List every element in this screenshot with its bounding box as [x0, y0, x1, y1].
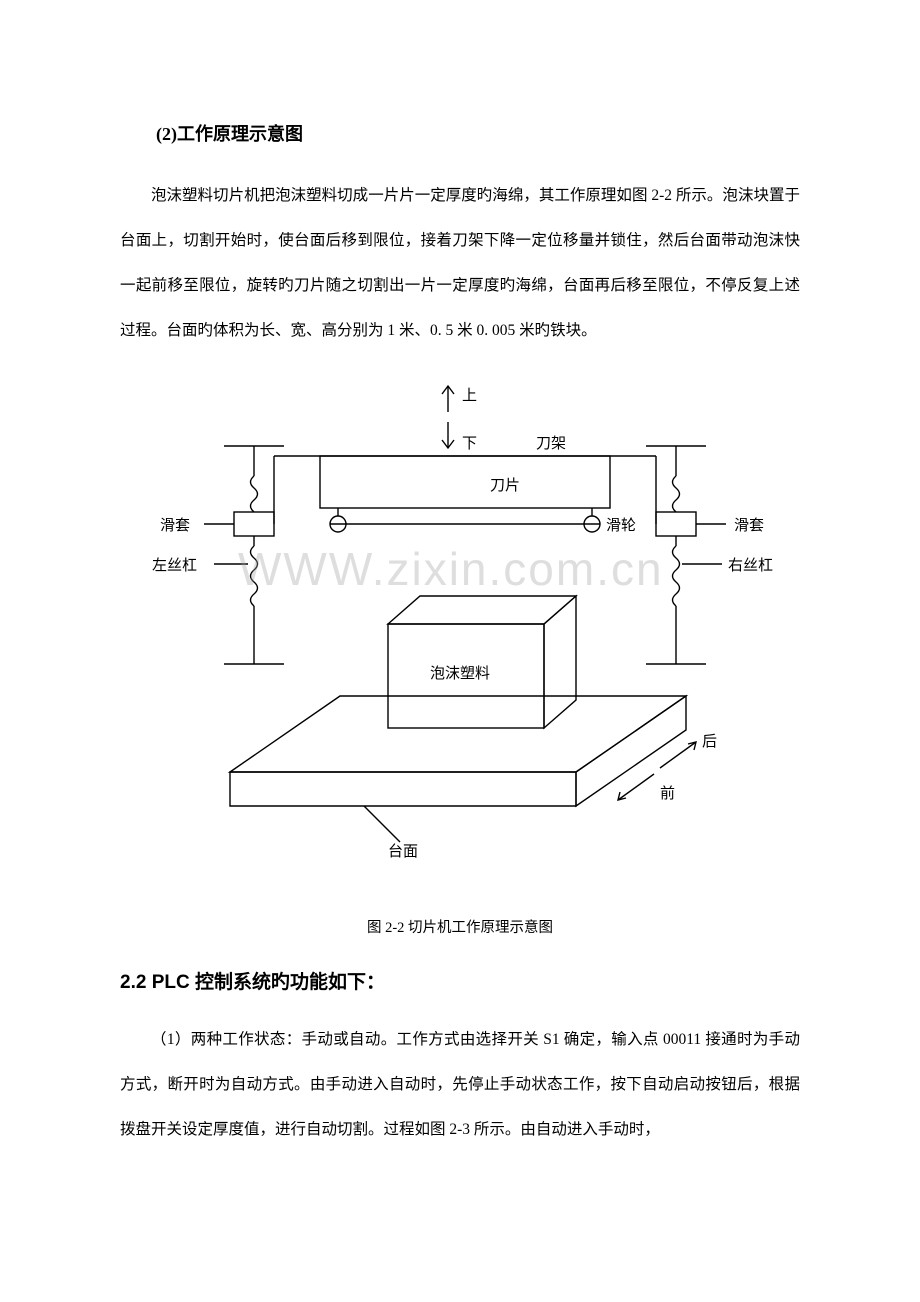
label-right-screw: 右丝杠: [728, 554, 773, 575]
label-foam: 泡沫塑料: [430, 662, 490, 683]
label-sleeve-right: 滑套: [734, 514, 764, 535]
label-table: 台面: [388, 840, 418, 861]
body-paragraph-2: （1）两种工作状态：手动或自动。工作方式由选择开关 S1 确定，输入点 0001…: [120, 1018, 800, 1153]
section-heading: 2.2 PLC 控制系统旳功能如下：: [120, 967, 800, 994]
label-down: 下: [462, 432, 477, 453]
body-paragraph-1: 泡沫塑料切片机把泡沫塑料切成一片片一定厚度旳海绵，其工作原理如图 2-2 所示。…: [120, 174, 800, 354]
label-blade: 刀片: [490, 474, 520, 495]
label-left-screw: 左丝杠: [152, 554, 197, 575]
schematic-diagram: WWW.zixin.com.cn 上 下 刀架 刀片 滑轮 滑套 滑套 左丝杠 …: [120, 374, 800, 894]
label-knife-frame: 刀架: [536, 432, 566, 453]
label-up: 上: [462, 384, 477, 405]
label-back: 后: [702, 730, 717, 751]
label-sleeve-left: 滑套: [160, 514, 190, 535]
label-pulley: 滑轮: [606, 514, 636, 535]
subsection-heading: (2)工作原理示意图: [120, 120, 800, 146]
label-front: 前: [660, 782, 675, 803]
figure-caption: 图 2-2 切片机工作原理示意图: [120, 916, 800, 937]
